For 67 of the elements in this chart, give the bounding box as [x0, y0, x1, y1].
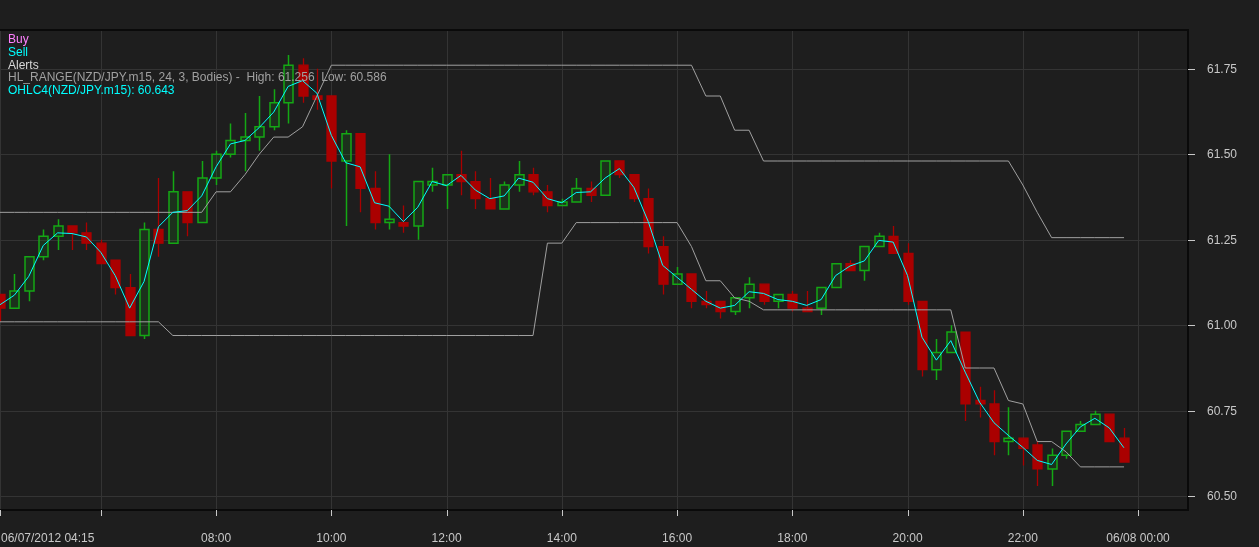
x-tick-label: 08:00 — [201, 531, 232, 545]
candlestick — [168, 170, 179, 244]
candlestick — [269, 88, 280, 131]
x-tick-label: 12:00 — [431, 531, 462, 545]
x-tick-label: 20:00 — [892, 531, 923, 545]
x-tick-label: 22:00 — [1007, 531, 1039, 545]
candlestick — [153, 177, 164, 258]
candlestick — [211, 150, 222, 186]
x-tick-label: 14:00 — [546, 531, 578, 545]
x-tick-label: 06/08 00:00 — [1106, 531, 1171, 545]
candlestick — [384, 153, 395, 231]
candlestick — [470, 170, 481, 210]
candlestick — [903, 242, 914, 306]
y-tick-label: 60.50 — [1206, 489, 1238, 504]
candlestick — [975, 386, 986, 419]
candlestick — [197, 160, 208, 224]
x-tick-label: 16:00 — [662, 531, 693, 545]
candlestick — [557, 197, 568, 207]
x-tick-label: 06/07/2012 04:15 — [1, 531, 95, 545]
candlestick — [125, 273, 136, 337]
candlestick — [528, 167, 539, 196]
candlestick — [658, 235, 669, 296]
candlestick — [1003, 406, 1014, 457]
candlestick — [759, 283, 770, 306]
candlestick — [139, 221, 150, 340]
candlestick — [600, 160, 611, 196]
candlestick — [9, 273, 20, 309]
candlestick — [485, 177, 496, 210]
text: OHLC4(NZD/JPY.m15): 60.643 — [8, 83, 175, 98]
candlestick — [370, 170, 381, 231]
candlestick — [960, 331, 971, 422]
candlestick — [917, 300, 928, 378]
candlestick — [24, 256, 35, 303]
candlestick — [1032, 440, 1043, 487]
candlestick — [686, 273, 697, 309]
candlestick — [355, 132, 366, 213]
annotation: Buy — [8, 32, 29, 46]
x-tick-label: 18:00 — [777, 531, 808, 545]
y-tick-label: 61.50 — [1206, 147, 1238, 162]
annotation: Alerts — [8, 57, 39, 72]
candlestick — [831, 262, 842, 289]
candlestick — [413, 180, 424, 241]
candlestick — [1119, 427, 1130, 463]
candlestick — [499, 180, 510, 210]
y-tick-label: 61.00 — [1206, 318, 1238, 333]
candlestick — [859, 245, 870, 282]
candlestick — [110, 259, 121, 296]
candlestick — [989, 389, 1000, 456]
candlestick — [398, 204, 409, 234]
x-tick-label: 10:00 — [316, 531, 347, 545]
candlestick — [38, 228, 49, 261]
candlestick — [326, 95, 337, 190]
candlestick — [254, 95, 265, 152]
candlestick — [240, 112, 251, 173]
candlestick — [442, 173, 453, 210]
candlestick — [182, 191, 193, 237]
candlestick — [1104, 413, 1115, 443]
y-tick-label: 60.75 — [1206, 403, 1238, 418]
y-tick-label: 61.75 — [1206, 61, 1238, 76]
candlestick — [571, 177, 582, 203]
candlestick — [787, 290, 798, 313]
candlestick — [1018, 437, 1029, 467]
candlestick — [542, 184, 553, 213]
candlestick — [67, 225, 78, 251]
line-series — [0, 222, 1125, 468]
y-tick-label: 61.25 — [1206, 232, 1238, 247]
candlestick — [341, 129, 352, 227]
